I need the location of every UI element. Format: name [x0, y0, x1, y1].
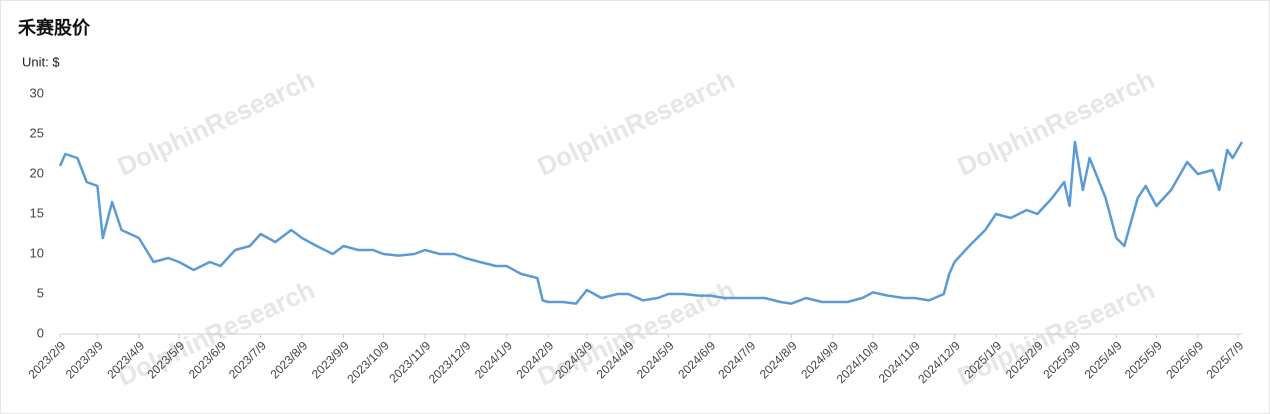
y-tick-label: 30 [30, 85, 44, 100]
chart-title: 禾赛股价 [18, 17, 91, 38]
y-tick-label: 15 [30, 205, 44, 220]
price-line [58, 140, 1244, 305]
y-tick-label: 20 [30, 165, 44, 180]
y-tick-label: 25 [30, 125, 44, 140]
y-tick-label: 10 [30, 245, 44, 260]
unit-label: Unit: $ [22, 54, 60, 69]
y-tick-label: 5 [37, 285, 44, 300]
y-tick-label: 0 [37, 325, 44, 340]
